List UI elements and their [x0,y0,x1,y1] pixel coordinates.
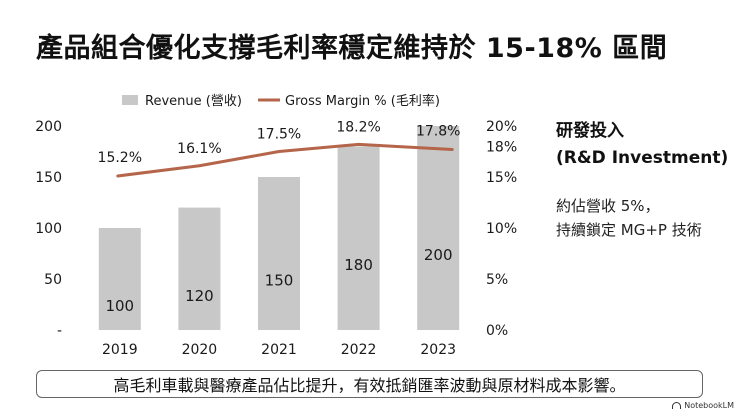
brand-watermark: NotebookLM [672,401,734,410]
y-left-tick-label: 200 [35,119,62,135]
revenue-bar [337,146,380,330]
brand-name: NotebookLM [684,401,734,410]
legend-bar-swatch [122,95,138,105]
chart-axes: 200 150 100 50 - 20% 18% 15% 10% 5% 0% 2019 2020 2021… [35,119,517,358]
notebooklm-logo-icon [672,402,682,409]
rd-desc-line2: 持續鎖定 MG+P 技術 [556,221,702,239]
revenue-bar-label: 180 [344,256,373,274]
y-left-tick-label: 150 [35,170,62,186]
chart-legend: Revenue (營收) Gross Margin % (毛利率) [122,93,440,109]
y-left-tick-label: - [57,323,62,339]
x-tick-label: 2022 [341,342,377,358]
gross-margin-label: 16.1% [177,141,221,157]
gross-margin-label: 17.5% [257,127,301,143]
x-tick-label: 2021 [261,342,297,358]
page-title: 產品組合優化支撐毛利率穩定維持於 15-18% 區間 [36,33,668,64]
revenue-bar [258,177,300,330]
rd-investment-panel: 研發投入 (R&D Investment) 約佔營收 5%， 持續鎖定 MG+P… [556,118,736,242]
revenue-bar-label: 120 [185,287,214,305]
revenue-bar [98,228,141,330]
y-right-tick-label: 18% [486,139,517,155]
x-tick-label: 2020 [182,342,218,358]
chart: Revenue (營收) Gross Margin % (毛利率) 2001501… [35,93,517,358]
y-right-tick-label: 5% [486,272,508,288]
x-tick-label: 2019 [102,342,138,358]
gross-margin-line [116,142,454,178]
gross-margin-label: 15.2% [98,150,142,166]
revenue-bar-label: 200 [424,246,453,264]
footer-note: 高毛利車載與醫療產品佔比提升，有效抵銷匯率波動與原材料成本影響。 [36,370,703,398]
y-right-tick-label: 10% [486,221,517,237]
legend-revenue-label: Revenue (營收) [145,94,242,109]
y-right-tick-label: 20% [486,119,517,135]
revenue-bar-label: 100 [105,297,134,315]
y-left-tick-label: 100 [35,221,62,237]
chart-line: 15.2% 16.1% 17.5% 18.2% 17.8% [98,119,460,178]
revenue-bar-label: 150 [265,272,294,290]
y-right-tick-label: 0% [486,323,508,339]
legend-margin-label: Gross Margin % (毛利率) [285,93,440,109]
revenue-bar [417,126,460,330]
y-right-tick-label: 15% [486,170,517,186]
rd-title-en: (R&D Investment) [556,148,729,168]
chart-bars: 100 120 150 180 200 [98,126,460,330]
gross-margin-label: 17.8% [416,123,460,139]
gross-margin-label: 18.2% [336,119,380,135]
footer-text: 高毛利車載與醫療產品佔比提升，有效抵銷匯率波動與原材料成本影響。 [113,376,626,395]
rd-desc-line1: 約佔營收 5%， [556,197,660,215]
revenue-bar [178,207,221,330]
y-left-tick-label: 50 [44,272,62,288]
rd-title-zh: 研發投入 [556,121,624,141]
x-tick-label: 2023 [420,342,456,358]
